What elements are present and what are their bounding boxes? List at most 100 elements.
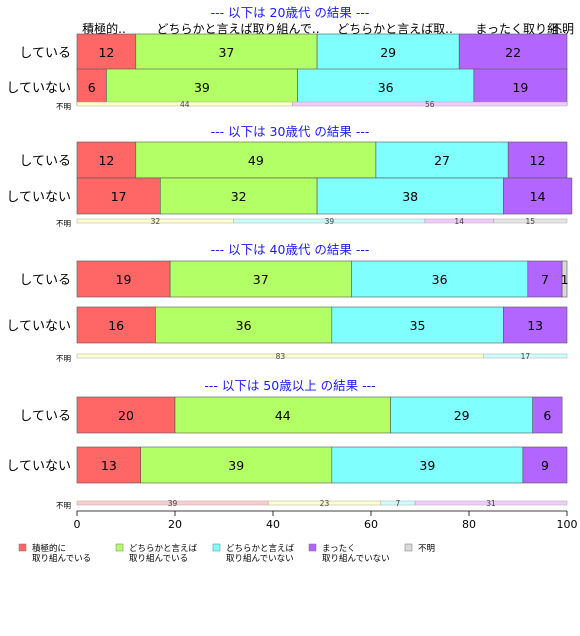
bar-segment: [527, 260, 563, 298]
data-label: 36: [236, 318, 252, 333]
column-header: 積極的..: [82, 21, 126, 36]
data-label: 16: [108, 318, 124, 333]
x-tick-label: 100: [557, 518, 578, 531]
data-label: 12: [98, 153, 114, 168]
unknown-bar-segment: [493, 218, 568, 224]
unknown-bar-segment: [414, 500, 568, 506]
row-label: している: [19, 154, 71, 169]
bar-segment: [169, 260, 352, 298]
bar-segment: [522, 446, 568, 484]
bar-segment: [502, 177, 573, 215]
unknown-bar-segment: [292, 101, 568, 107]
chart-panel: --- 以下は 40歳代 の結果 --- している 19 37 36 7 1 していない 16 3…: [6, 242, 568, 363]
unknown-data-label: 39: [168, 499, 178, 508]
bar-segment: [160, 177, 318, 215]
panel-title: --- 以下は 20歳代 の結果 ---: [211, 5, 370, 20]
bar-segment: [76, 306, 156, 344]
bar-segment: [351, 260, 529, 298]
bar-segment: [140, 446, 333, 484]
row-label: している: [19, 273, 71, 288]
chart-panel: --- 以下は 50歳以上 の結果 --- している 20 44 29 6 していない 13 3…: [6, 378, 568, 510]
bar-segment: [135, 141, 377, 179]
unknown-row-label: 不明: [56, 219, 71, 228]
row-label: していない: [6, 459, 71, 474]
legend-swatch: [18, 543, 27, 552]
legend-swatch: [308, 543, 317, 552]
column-header: どちらかと言えば取り組んで..: [156, 22, 319, 36]
column-header: まったく取り組..: [475, 22, 566, 36]
bar-segment: [155, 306, 333, 344]
data-label: 1: [561, 272, 569, 287]
row-label: していない: [6, 190, 71, 205]
data-label: 39: [419, 458, 435, 473]
chart-panel: --- 以下は 20歳代 の結果 --- している 12 37 29 22 していない 6 39…: [6, 5, 568, 111]
x-tick-label: 20: [168, 518, 182, 531]
row-label: している: [19, 46, 71, 61]
unknown-data-label: 32: [151, 217, 161, 226]
data-label: 13: [527, 318, 543, 333]
data-label: 20: [118, 408, 134, 423]
data-label: 6: [543, 408, 551, 423]
bar-segment: [76, 177, 161, 215]
chart-panel: --- 以下は 30歳代 の結果 --- している 12 49 27 12 していない 17 3…: [6, 124, 573, 228]
legend-label: まったく: [322, 544, 356, 554]
row-label: していない: [6, 81, 71, 96]
data-label: 36: [432, 272, 448, 287]
legend-label: どちらかと言えば: [226, 543, 295, 554]
panel-title: --- 以下は 40歳代 の結果 ---: [211, 242, 370, 257]
bar-segment: [502, 306, 568, 344]
data-label: 22: [505, 45, 521, 60]
data-label: 6: [88, 80, 96, 95]
unknown-data-label: 31: [486, 499, 496, 508]
x-tick-label: 40: [266, 518, 280, 531]
legend-swatch: [115, 543, 124, 552]
panel-title: --- 以下は 50歳以上 の結果 ---: [204, 378, 375, 393]
legend-swatch: [212, 543, 221, 552]
data-label: 39: [194, 80, 210, 95]
data-label: 35: [410, 318, 426, 333]
bar-segment: [532, 396, 563, 434]
data-label: 12: [98, 45, 114, 60]
data-label: 13: [101, 458, 117, 473]
bar-segment: [76, 260, 171, 298]
bar-segment: [316, 177, 504, 215]
data-label: 9: [541, 458, 549, 473]
data-label: 39: [228, 458, 244, 473]
bar-segment: [331, 306, 504, 344]
unknown-data-label: 7: [396, 499, 401, 508]
unknown-data-label: 56: [425, 100, 435, 109]
legend-label: 取り組んでいない: [322, 553, 390, 564]
data-label: 38: [402, 189, 418, 204]
legend-label: 不明: [418, 544, 435, 554]
data-label: 44: [275, 408, 291, 423]
data-label: 37: [218, 45, 234, 60]
row-label: している: [19, 409, 71, 424]
bar-segment: [135, 33, 318, 71]
legend-label: 取り組んでいない: [226, 553, 294, 564]
unknown-row-label: 不明: [56, 501, 71, 510]
unknown-data-label: 83: [276, 352, 286, 361]
unknown-data-label: 17: [521, 352, 531, 361]
bar-segment: [507, 141, 568, 179]
bar-segment: [76, 396, 176, 434]
bar-segment: [473, 68, 568, 106]
column-header: 不明: [550, 22, 574, 36]
bar-segment: [76, 446, 142, 484]
data-label: 49: [248, 153, 264, 168]
unknown-row-label: 不明: [56, 102, 71, 111]
legend-label: 取り組んでいる: [129, 553, 188, 564]
bar-segment: [316, 33, 460, 71]
row-label: していない: [6, 319, 71, 334]
data-label: 32: [231, 189, 247, 204]
unknown-data-label: 14: [454, 217, 464, 226]
data-label: 29: [454, 408, 470, 423]
legend-swatch: [404, 543, 413, 552]
data-label: 17: [111, 189, 127, 204]
unknown-data-label: 44: [180, 100, 190, 109]
data-label: 7: [541, 272, 549, 287]
data-label: 12: [530, 153, 546, 168]
bar-segment: [458, 33, 568, 71]
legend-label: どちらかと言えば: [129, 543, 198, 554]
unknown-row-label: 不明: [56, 354, 71, 363]
